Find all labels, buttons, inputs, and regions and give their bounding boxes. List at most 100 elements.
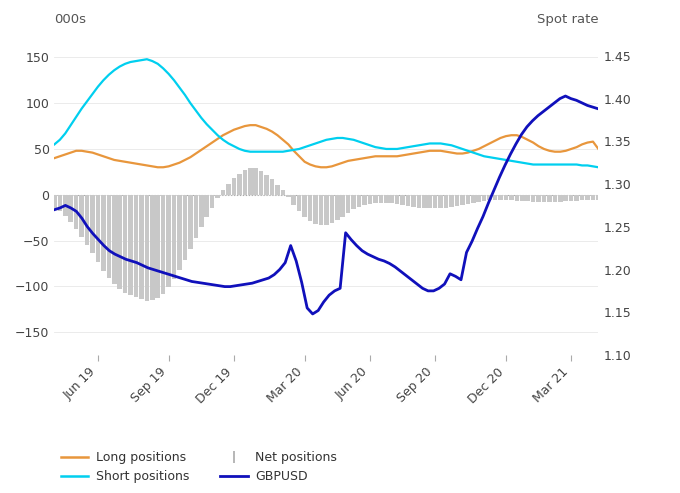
Bar — [455, 195, 459, 206]
Bar — [221, 190, 225, 195]
Bar — [292, 195, 296, 205]
Bar — [520, 195, 524, 201]
Bar — [145, 195, 149, 301]
Bar — [281, 190, 285, 195]
Bar — [80, 195, 84, 237]
Bar — [96, 195, 100, 262]
Bar — [585, 195, 590, 200]
Bar — [324, 195, 328, 225]
Bar — [275, 185, 279, 195]
Bar — [216, 195, 220, 198]
Bar — [504, 195, 508, 200]
Bar — [411, 195, 415, 207]
Bar — [129, 195, 133, 295]
Bar — [85, 195, 89, 245]
Bar — [286, 195, 290, 198]
Bar — [373, 195, 377, 203]
Bar — [466, 195, 470, 204]
Bar — [547, 195, 551, 202]
Bar — [172, 195, 176, 279]
Bar — [308, 195, 312, 221]
Bar — [433, 195, 437, 209]
Bar — [74, 195, 78, 229]
Bar — [335, 195, 339, 220]
Bar — [493, 195, 497, 200]
Legend: Long positions, Short positions, Net positions, GBPUSD: Long positions, Short positions, Net pos… — [61, 451, 337, 483]
Bar — [341, 195, 345, 217]
Bar — [101, 195, 105, 271]
Bar — [232, 178, 236, 195]
Bar — [134, 195, 138, 297]
Bar — [188, 195, 192, 249]
Text: 000s: 000s — [54, 13, 86, 27]
Bar — [580, 195, 584, 200]
Bar — [591, 195, 595, 200]
Bar — [477, 195, 481, 202]
Bar — [395, 195, 399, 204]
Bar — [319, 195, 323, 225]
Bar — [139, 195, 143, 299]
Bar — [346, 195, 350, 213]
Bar — [226, 184, 231, 195]
Bar — [58, 195, 62, 211]
Bar — [357, 195, 361, 207]
Bar — [526, 195, 530, 201]
Bar — [248, 168, 252, 195]
Bar — [52, 195, 56, 209]
Bar — [384, 195, 388, 203]
Bar — [150, 195, 154, 300]
Bar — [330, 195, 334, 223]
Bar — [444, 195, 448, 208]
Bar — [69, 195, 73, 222]
Bar — [161, 195, 165, 294]
Bar — [515, 195, 519, 201]
Bar — [537, 195, 541, 202]
Bar — [210, 195, 214, 208]
Bar — [90, 195, 95, 253]
Bar — [569, 195, 573, 201]
Text: Spot rate: Spot rate — [537, 13, 598, 27]
Bar — [553, 195, 557, 202]
Bar — [259, 171, 263, 195]
Bar — [167, 195, 171, 287]
Bar — [460, 195, 464, 205]
Bar — [237, 174, 241, 195]
Bar — [558, 195, 562, 202]
Bar — [199, 195, 203, 227]
Bar — [297, 195, 301, 211]
Bar — [63, 195, 67, 216]
Bar — [417, 195, 421, 208]
Bar — [401, 195, 405, 205]
Bar — [368, 195, 372, 204]
Bar — [177, 195, 182, 270]
Bar — [254, 168, 258, 195]
Bar — [243, 170, 247, 195]
Bar — [498, 195, 503, 200]
Bar — [156, 195, 160, 298]
Bar — [422, 195, 426, 208]
Bar — [509, 195, 513, 200]
Bar — [428, 195, 432, 209]
Bar — [313, 195, 318, 224]
Bar — [596, 195, 600, 200]
Bar — [118, 195, 122, 289]
Bar — [194, 195, 198, 238]
Bar — [488, 195, 492, 200]
Bar — [270, 179, 274, 195]
Bar — [205, 195, 209, 217]
Bar — [379, 195, 383, 203]
Bar — [390, 195, 394, 203]
Bar — [123, 195, 127, 293]
Bar — [575, 195, 579, 201]
Bar — [564, 195, 568, 201]
Bar — [107, 195, 111, 278]
Bar — [265, 175, 269, 195]
Bar — [352, 195, 356, 210]
Bar — [542, 195, 546, 202]
Bar — [303, 195, 307, 217]
Bar — [439, 195, 443, 209]
Bar — [183, 195, 187, 260]
Bar — [112, 195, 116, 284]
Bar — [471, 195, 475, 203]
Bar — [362, 195, 367, 205]
